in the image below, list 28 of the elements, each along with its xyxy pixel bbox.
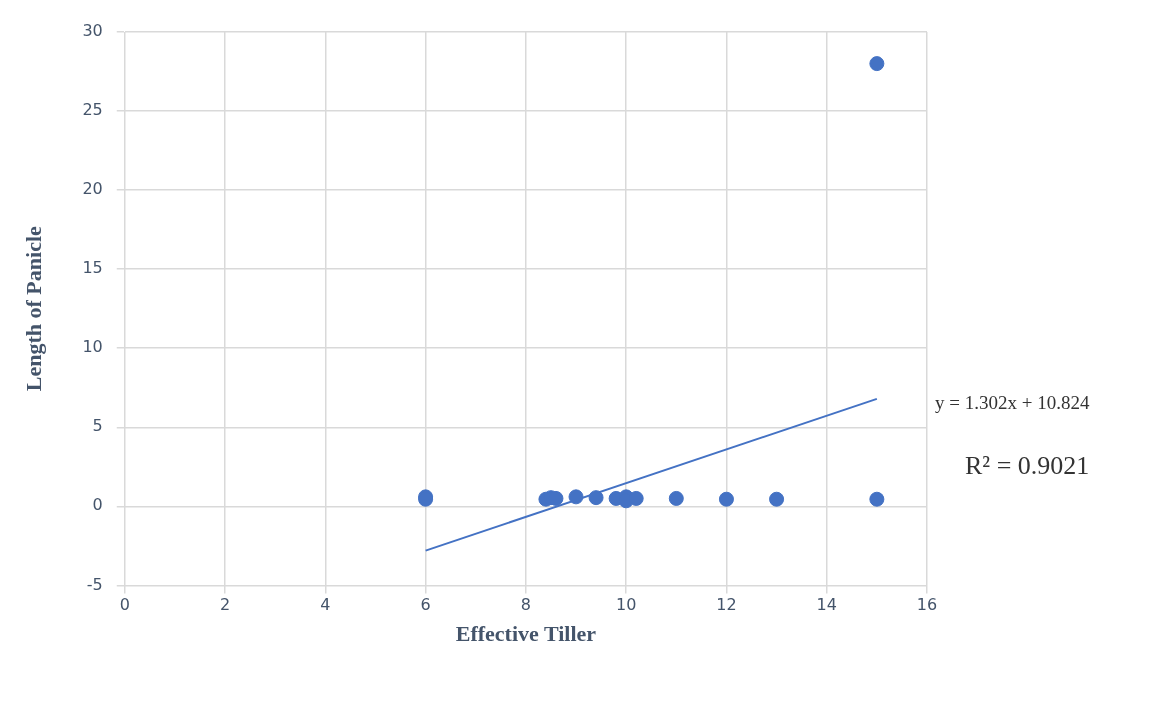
x-tick-label: 14: [816, 595, 837, 615]
text: y = 1.302x + 10.824: [935, 391, 1090, 413]
x-tick-label: 16: [916, 595, 938, 615]
y-tick-label: -5: [86, 574, 103, 594]
x-tick-label: 12: [716, 595, 737, 615]
point: [668, 490, 684, 506]
y-tick-label: 5: [92, 416, 103, 436]
y-tick-label: 15: [82, 258, 103, 278]
point: [588, 490, 604, 506]
x-tick-label: 8: [520, 595, 531, 615]
x-tick-label: 4: [320, 595, 331, 615]
x-axis-title: Effective Tiller: [455, 621, 597, 647]
point: [718, 491, 734, 507]
y-tick-label: 30: [82, 21, 103, 41]
x-tick-label: 0: [119, 595, 130, 615]
point: [869, 56, 885, 72]
y-tick-label: 10: [82, 337, 103, 357]
x-tick-label: 10: [615, 595, 637, 615]
y-tick-label: 20: [82, 179, 103, 199]
x-tick-label: 2: [219, 595, 231, 615]
text: R² = 0.9021: [965, 450, 1090, 480]
point: [568, 489, 584, 505]
y-tick-label: 0: [92, 495, 103, 515]
point: [769, 491, 785, 507]
x-tick-label: 6: [420, 595, 431, 615]
point: [869, 491, 885, 507]
y-axis-title: Length of Panicle: [20, 225, 46, 392]
y-tick-label: 25: [82, 100, 103, 120]
